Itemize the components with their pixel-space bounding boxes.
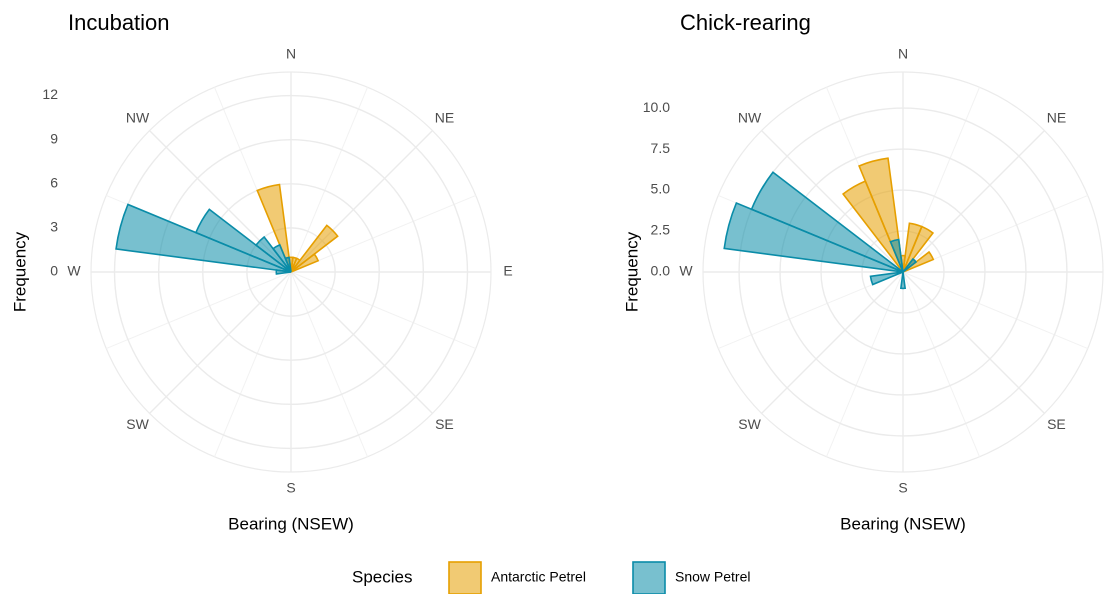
rose-wedge (194, 208, 292, 273)
y-tick-label: 12 (42, 86, 58, 102)
chart-title: Chick-rearing (680, 10, 811, 35)
grid-circle (738, 107, 1068, 437)
y-tick-label: 10.0 (643, 99, 670, 115)
y-tick-label: 9 (50, 130, 58, 146)
grid-spoke (902, 130, 1045, 273)
x-tick-label: N (286, 46, 296, 62)
x-tick-label: NE (435, 109, 454, 125)
legend-label: Antarctic Petrel (491, 569, 586, 585)
grid-spoke (902, 271, 1045, 414)
grid-circle (861, 230, 945, 314)
x-tick-label: S (898, 480, 907, 496)
legend-label: Snow Petrel (675, 569, 750, 585)
grid-circle (246, 227, 336, 317)
y-tick-label: 5.0 (651, 181, 671, 197)
rose-wedge (254, 235, 292, 273)
x-axis-label: Bearing (NSEW) (840, 514, 966, 533)
y-tick-label: 0.0 (651, 263, 671, 279)
x-tick-label: SW (738, 416, 761, 432)
legend-swatch (632, 561, 666, 595)
x-tick-label: NE (1047, 109, 1066, 125)
rose-wedge (290, 252, 320, 273)
grid-spoke-minor (214, 271, 292, 457)
grid-spoke-minor (902, 271, 1088, 349)
rose-wedge (899, 271, 907, 290)
x-axis-label: Bearing (NSEW) (228, 514, 354, 533)
grid-circle (820, 189, 986, 355)
y-tick-label: 0 (50, 263, 58, 279)
grid-spoke-minor (290, 87, 368, 273)
y-tick-label: 2.5 (651, 222, 671, 238)
x-tick-label: SE (435, 416, 454, 432)
legend-title: Species (352, 567, 412, 586)
chart-title: Incubation (68, 10, 170, 35)
x-tick-label: NW (126, 109, 150, 125)
grid-circle (113, 94, 469, 450)
rose-wedge (750, 171, 904, 273)
y-axis-label: Frequency (10, 231, 29, 312)
grid-spoke-minor (902, 271, 980, 457)
rose-wedge (290, 224, 339, 273)
grid-spoke-minor (106, 271, 292, 349)
grid-spoke-minor (290, 195, 476, 273)
grid-spoke-minor (290, 271, 368, 457)
grid-spoke-minor (826, 271, 904, 457)
x-tick-label: SE (1047, 416, 1066, 432)
x-tick-label: NW (738, 109, 762, 125)
x-tick-label: S (286, 480, 295, 496)
x-tick-label: W (67, 263, 81, 279)
x-tick-label: SW (126, 416, 149, 432)
y-tick-label: 3 (50, 219, 58, 235)
rose-wedge (889, 238, 904, 273)
x-tick-label: W (679, 263, 693, 279)
x-tick-label: N (898, 46, 908, 62)
grid-circle (779, 148, 1027, 396)
rose-wedge (869, 271, 904, 286)
rose-wedge (271, 243, 292, 273)
grid-spoke (761, 271, 904, 414)
legend-swatch (448, 561, 482, 595)
grid-circle (157, 138, 425, 406)
rose-wedge (902, 257, 918, 273)
grid-spoke (761, 130, 904, 273)
grid-spoke (290, 271, 433, 414)
rose-wedge (284, 256, 292, 273)
grid-circle (202, 183, 380, 361)
rose-wedge (723, 201, 904, 273)
x-tick-label: E (503, 263, 512, 279)
grid-spoke (149, 271, 292, 414)
y-axis-label: Frequency (622, 231, 641, 312)
rose-wedge (115, 203, 292, 273)
grid-spoke-minor (290, 271, 476, 349)
rose-wedge (902, 225, 935, 273)
y-tick-label: 6 (50, 174, 58, 190)
y-tick-label: 7.5 (651, 140, 671, 156)
